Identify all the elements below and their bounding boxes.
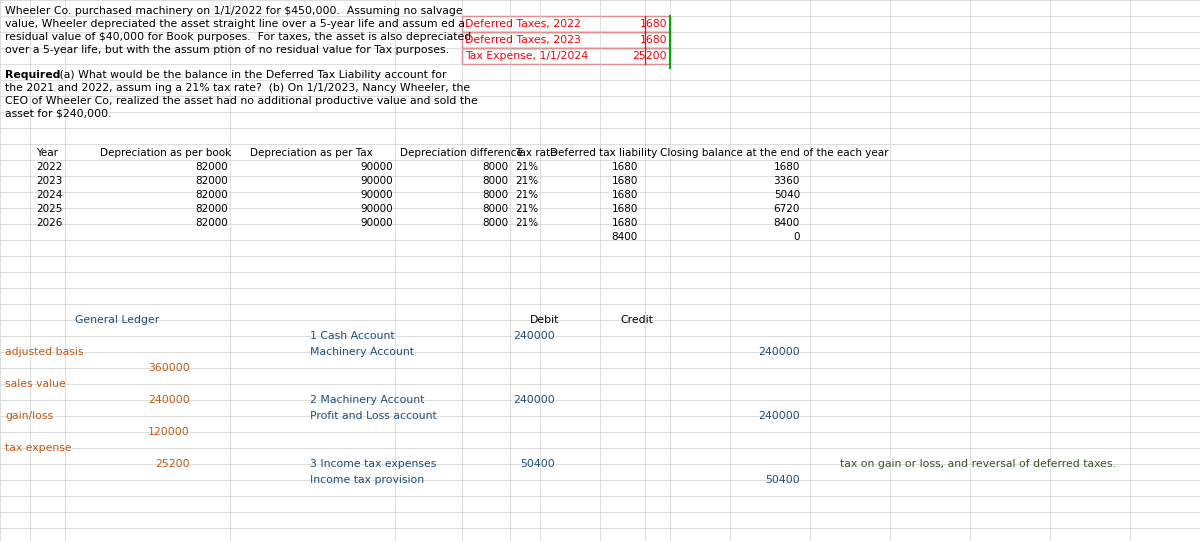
Text: 240000: 240000 xyxy=(514,331,554,341)
Text: Tax Expense, 1/1/2024: Tax Expense, 1/1/2024 xyxy=(466,51,588,61)
Text: General Ledger: General Ledger xyxy=(74,315,160,325)
Text: 1 Cash Account: 1 Cash Account xyxy=(310,331,395,341)
Text: 1680: 1680 xyxy=(612,176,638,186)
Text: 21%: 21% xyxy=(515,176,538,186)
Text: 90000: 90000 xyxy=(360,162,394,172)
Text: sales value: sales value xyxy=(5,379,66,389)
Text: 1680: 1680 xyxy=(640,19,667,29)
Text: 82000: 82000 xyxy=(196,204,228,214)
Text: 120000: 120000 xyxy=(149,427,190,437)
Text: asset for $240,000.: asset for $240,000. xyxy=(5,109,112,119)
Text: 2 Machinery Account: 2 Machinery Account xyxy=(310,395,425,405)
Text: Credit: Credit xyxy=(620,315,653,325)
Text: 90000: 90000 xyxy=(360,176,394,186)
Text: gain/loss: gain/loss xyxy=(5,411,53,421)
Text: 82000: 82000 xyxy=(196,218,228,228)
Text: 90000: 90000 xyxy=(360,190,394,200)
Text: Year: Year xyxy=(36,148,58,158)
Text: 50400: 50400 xyxy=(521,459,554,469)
Text: 21%: 21% xyxy=(515,204,538,214)
Text: adjusted basis: adjusted basis xyxy=(5,347,84,357)
Text: Debit: Debit xyxy=(530,315,559,325)
Text: 360000: 360000 xyxy=(149,363,190,373)
Text: 8000: 8000 xyxy=(482,218,508,228)
Text: 82000: 82000 xyxy=(196,176,228,186)
Text: CEO of Wheeler Co, realized the asset had no additional productive value and sol: CEO of Wheeler Co, realized the asset ha… xyxy=(5,96,478,106)
Text: 1680: 1680 xyxy=(612,190,638,200)
Text: 8000: 8000 xyxy=(482,176,508,186)
Text: Profit and Loss account: Profit and Loss account xyxy=(310,411,437,421)
Text: over a 5-year life, but with the assum ption of no residual value for Tax purpos: over a 5-year life, but with the assum p… xyxy=(5,45,449,55)
Text: Depreciation as per Tax: Depreciation as per Tax xyxy=(250,148,373,158)
Text: residual value of $40,000 for Book purposes.  For taxes, the asset is also depre: residual value of $40,000 for Book purpo… xyxy=(5,32,472,42)
Text: tax expense: tax expense xyxy=(5,443,72,453)
Text: Closing balance at the end of the each year: Closing balance at the end of the each y… xyxy=(660,148,888,158)
Text: Required: Required xyxy=(5,70,60,80)
Text: 21%: 21% xyxy=(515,218,538,228)
Text: 0: 0 xyxy=(793,232,800,242)
Text: Wheeler Co. purchased machinery on 1/1/2022 for $450,000.  Assuming no salvage: Wheeler Co. purchased machinery on 1/1/2… xyxy=(5,6,463,16)
Text: Tax rate: Tax rate xyxy=(515,148,557,158)
Text: 82000: 82000 xyxy=(196,190,228,200)
Text: value, Wheeler depreciated the asset straight line over a 5-year life and assum : value, Wheeler depreciated the asset str… xyxy=(5,19,466,29)
Text: Machinery Account: Machinery Account xyxy=(310,347,414,357)
Text: 8000: 8000 xyxy=(482,162,508,172)
Bar xyxy=(462,32,670,48)
Bar xyxy=(462,48,670,64)
Text: 2025: 2025 xyxy=(36,204,62,214)
Text: 8400: 8400 xyxy=(612,232,638,242)
Text: 2024: 2024 xyxy=(36,190,62,200)
Text: 2026: 2026 xyxy=(36,218,62,228)
Text: 5040: 5040 xyxy=(774,190,800,200)
Text: 90000: 90000 xyxy=(360,218,394,228)
Text: 1680: 1680 xyxy=(612,204,638,214)
Text: the 2021 and 2022, assum ing a 21% tax rate?  (b) On 1/1/2023, Nancy Wheeler, th: the 2021 and 2022, assum ing a 21% tax r… xyxy=(5,83,470,93)
Text: :  (a) What would be the balance in the Deferred Tax Liability account for: : (a) What would be the balance in the D… xyxy=(49,70,446,80)
Text: 6720: 6720 xyxy=(774,204,800,214)
Text: 2022: 2022 xyxy=(36,162,62,172)
Text: 90000: 90000 xyxy=(360,204,394,214)
Text: Income tax provision: Income tax provision xyxy=(310,475,424,485)
Text: Deferred Taxes, 2022: Deferred Taxes, 2022 xyxy=(466,19,581,29)
Text: 240000: 240000 xyxy=(514,395,554,405)
Text: 8000: 8000 xyxy=(482,190,508,200)
Text: 240000: 240000 xyxy=(149,395,190,405)
Text: 240000: 240000 xyxy=(758,411,800,421)
Text: 1680: 1680 xyxy=(640,35,667,45)
Text: 8000: 8000 xyxy=(482,204,508,214)
Text: 1680: 1680 xyxy=(612,162,638,172)
Text: 3 Income tax expenses: 3 Income tax expenses xyxy=(310,459,437,469)
Text: 240000: 240000 xyxy=(758,347,800,357)
Text: Deferred Taxes, 2023: Deferred Taxes, 2023 xyxy=(466,35,581,45)
Text: 2023: 2023 xyxy=(36,176,62,186)
Text: 50400: 50400 xyxy=(766,475,800,485)
Text: 1680: 1680 xyxy=(774,162,800,172)
Text: 8400: 8400 xyxy=(774,218,800,228)
Text: 82000: 82000 xyxy=(196,162,228,172)
Text: 21%: 21% xyxy=(515,162,538,172)
Bar xyxy=(462,16,670,32)
Text: Deferred tax liability: Deferred tax liability xyxy=(550,148,658,158)
Text: Depreciation as per book: Depreciation as per book xyxy=(100,148,232,158)
Text: 25200: 25200 xyxy=(632,51,667,61)
Text: tax on gain or loss, and reversal of deferred taxes.: tax on gain or loss, and reversal of def… xyxy=(840,459,1116,469)
Text: 21%: 21% xyxy=(515,190,538,200)
Text: Depreciation difference: Depreciation difference xyxy=(400,148,523,158)
Text: 1680: 1680 xyxy=(612,218,638,228)
Text: 25200: 25200 xyxy=(155,459,190,469)
Text: 3360: 3360 xyxy=(774,176,800,186)
